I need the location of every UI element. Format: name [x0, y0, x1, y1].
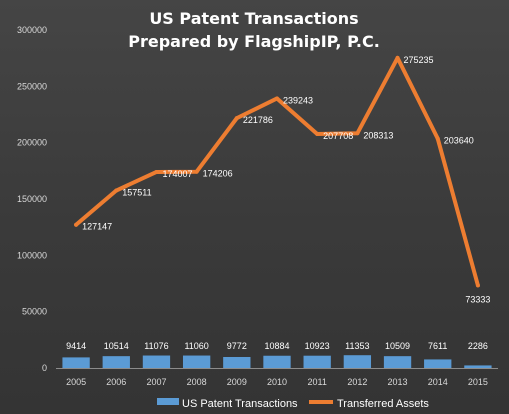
bar-data-label: 11076	[144, 341, 168, 351]
bar-data-label: 10514	[104, 341, 129, 351]
line-point	[355, 131, 360, 136]
y-tick-label: 0	[42, 363, 47, 373]
line-data-label: 157511	[122, 188, 151, 198]
bar-data-label: 9772	[227, 341, 247, 351]
line-data-label: 207708	[323, 131, 353, 141]
line-point	[475, 283, 480, 288]
line-data-label: 127147	[82, 222, 112, 232]
legend: US Patent Transactions Transferred Asset…	[157, 398, 429, 410]
line-path	[74, 55, 480, 288]
x-tick-label: 2012	[347, 377, 367, 387]
x-axis: 2005 2006 2007 2008 2009 2010 2011 2012 2013 2014…	[56, 368, 498, 387]
bar	[424, 359, 452, 368]
bar	[383, 356, 412, 368]
line-point	[194, 169, 199, 174]
x-tick-label: 2005	[66, 377, 86, 387]
line-data-label: 239243	[283, 95, 313, 105]
bar	[464, 365, 492, 368]
line-data-label: 221786	[243, 115, 273, 125]
chart-title-line-2: Prepared by FlagshipIP, P.C.	[128, 32, 380, 51]
y-tick-label: 250000	[17, 81, 47, 91]
x-tick-label: 2009	[227, 377, 247, 387]
x-tick-label: 2010	[267, 377, 287, 387]
bar	[182, 355, 211, 368]
line-point	[395, 55, 400, 60]
x-tick-label: 2008	[187, 377, 207, 387]
y-axis: 0 50000 100000 150000 200000 250000 300000	[17, 25, 47, 373]
bar-data-label: 11060	[184, 341, 208, 351]
bar	[62, 357, 90, 368]
line-point	[74, 222, 79, 227]
bar-data-label: 7611	[428, 341, 447, 351]
line-data-label: 203640	[444, 136, 474, 146]
line-data-label: 275235	[404, 55, 434, 65]
line-data-label: 174206	[203, 169, 233, 179]
y-tick-label: 50000	[22, 307, 47, 317]
y-tick-label: 100000	[17, 250, 47, 260]
x-tick-label: 2006	[106, 377, 126, 387]
bar	[102, 356, 130, 368]
chart-title-line-1: US Patent Transactions	[149, 9, 358, 28]
line-point	[315, 131, 320, 136]
legend-bar-label: US Patent Transactions	[182, 398, 298, 410]
bar-data-label: 10884	[264, 341, 289, 351]
y-tick-label: 150000	[17, 194, 47, 204]
line-point	[275, 96, 279, 101]
legend-bar-swatch	[157, 398, 179, 405]
bar-series: 9414 10514 11076 11060 9772 10884 10923 11353 10…	[62, 341, 492, 368]
bar	[142, 355, 171, 368]
bar-data-label: 11353	[345, 341, 369, 351]
bar-data-label: 10509	[385, 341, 410, 351]
x-tick-label: 2007	[146, 377, 166, 387]
line-data-label: 208313	[363, 130, 393, 140]
line-point	[114, 188, 119, 193]
bar	[303, 355, 331, 368]
line-data-label: 174007	[162, 169, 192, 179]
bar-data-label: 10923	[305, 341, 330, 351]
x-tick-label: 2013	[388, 377, 408, 387]
line-series: 127147 157511 174007 174206 221786 239243 2077…	[74, 55, 490, 304]
y-tick-label: 300000	[17, 25, 47, 35]
line-data-label: 73333	[465, 294, 490, 304]
bar	[263, 355, 291, 368]
line-point	[154, 169, 159, 174]
line-point	[234, 116, 239, 121]
bar	[223, 356, 251, 368]
x-tick-label: 2011	[308, 377, 327, 387]
x-tick-label: 2014	[428, 377, 448, 387]
line-point	[435, 136, 440, 141]
x-tick-label: 2015	[468, 377, 488, 387]
bar	[343, 355, 372, 368]
bar-data-label: 9414	[66, 341, 86, 351]
bar-data-label: 2286	[468, 341, 488, 351]
legend-line-label: Transferred Assets	[337, 398, 429, 410]
y-tick-label: 200000	[17, 138, 47, 148]
